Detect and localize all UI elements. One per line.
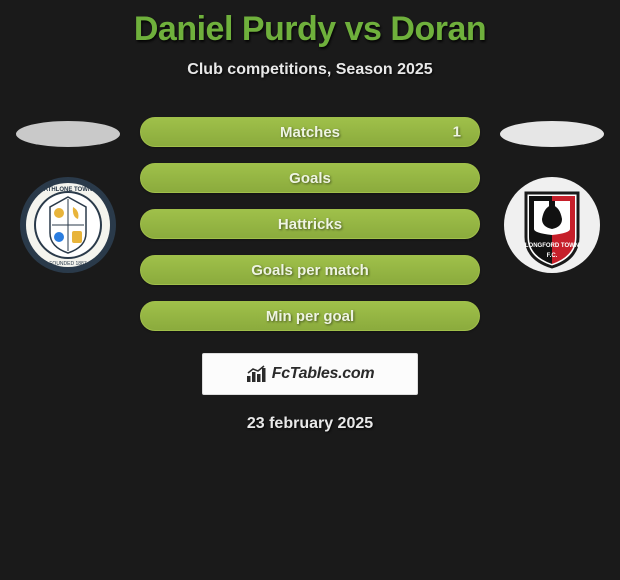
svg-text:F.C.: F.C. (547, 253, 558, 259)
stat-label: Min per goal (266, 308, 354, 325)
stat-label: Goals per match (251, 262, 369, 279)
right-player-column: LONGFORD TOWN F.C. (500, 117, 604, 275)
svg-text:FOUNDED 1887: FOUNDED 1887 (49, 261, 86, 267)
stat-label: Goals (289, 170, 331, 187)
stats-column: Matches 1 Goals Hattricks Goals per matc… (140, 117, 480, 331)
player-left-ellipse (16, 121, 120, 147)
comparison-card: Daniel Purdy vs Doran Club competitions,… (0, 0, 620, 433)
page-subtitle: Club competitions, Season 2025 (0, 61, 620, 79)
stat-label: Hattricks (278, 216, 342, 233)
page-title: Daniel Purdy vs Doran (0, 10, 620, 49)
stat-value-right: 1 (453, 124, 461, 141)
brand-box[interactable]: FcTables.com (202, 353, 418, 395)
player-right-ellipse (500, 121, 604, 147)
brand-text: FcTables.com (272, 365, 375, 383)
stat-label: Matches (280, 124, 340, 141)
crest-right-svg: LONGFORD TOWN F.C. (502, 175, 602, 275)
stat-bar-hattricks: Hattricks (140, 209, 480, 239)
stat-bar-goals-per-match: Goals per match (140, 255, 480, 285)
chart-bars-icon (246, 365, 268, 383)
comparison-date: 23 february 2025 (0, 415, 620, 433)
stat-bar-matches: Matches 1 (140, 117, 480, 147)
crest-left-svg: ATHLONE TOWN FOUNDED 1887 (18, 175, 118, 275)
svg-text:ATHLONE TOWN: ATHLONE TOWN (44, 187, 92, 193)
athlone-town-crest: ATHLONE TOWN FOUNDED 1887 (18, 175, 118, 275)
longford-town-crest: LONGFORD TOWN F.C. (502, 175, 602, 275)
svg-text:LONGFORD TOWN: LONGFORD TOWN (525, 243, 579, 249)
main-row: ATHLONE TOWN FOUNDED 1887 Matches 1 Goal… (0, 117, 620, 331)
left-player-column: ATHLONE TOWN FOUNDED 1887 (16, 117, 120, 275)
stat-bar-goals: Goals (140, 163, 480, 193)
stat-bar-min-per-goal: Min per goal (140, 301, 480, 331)
